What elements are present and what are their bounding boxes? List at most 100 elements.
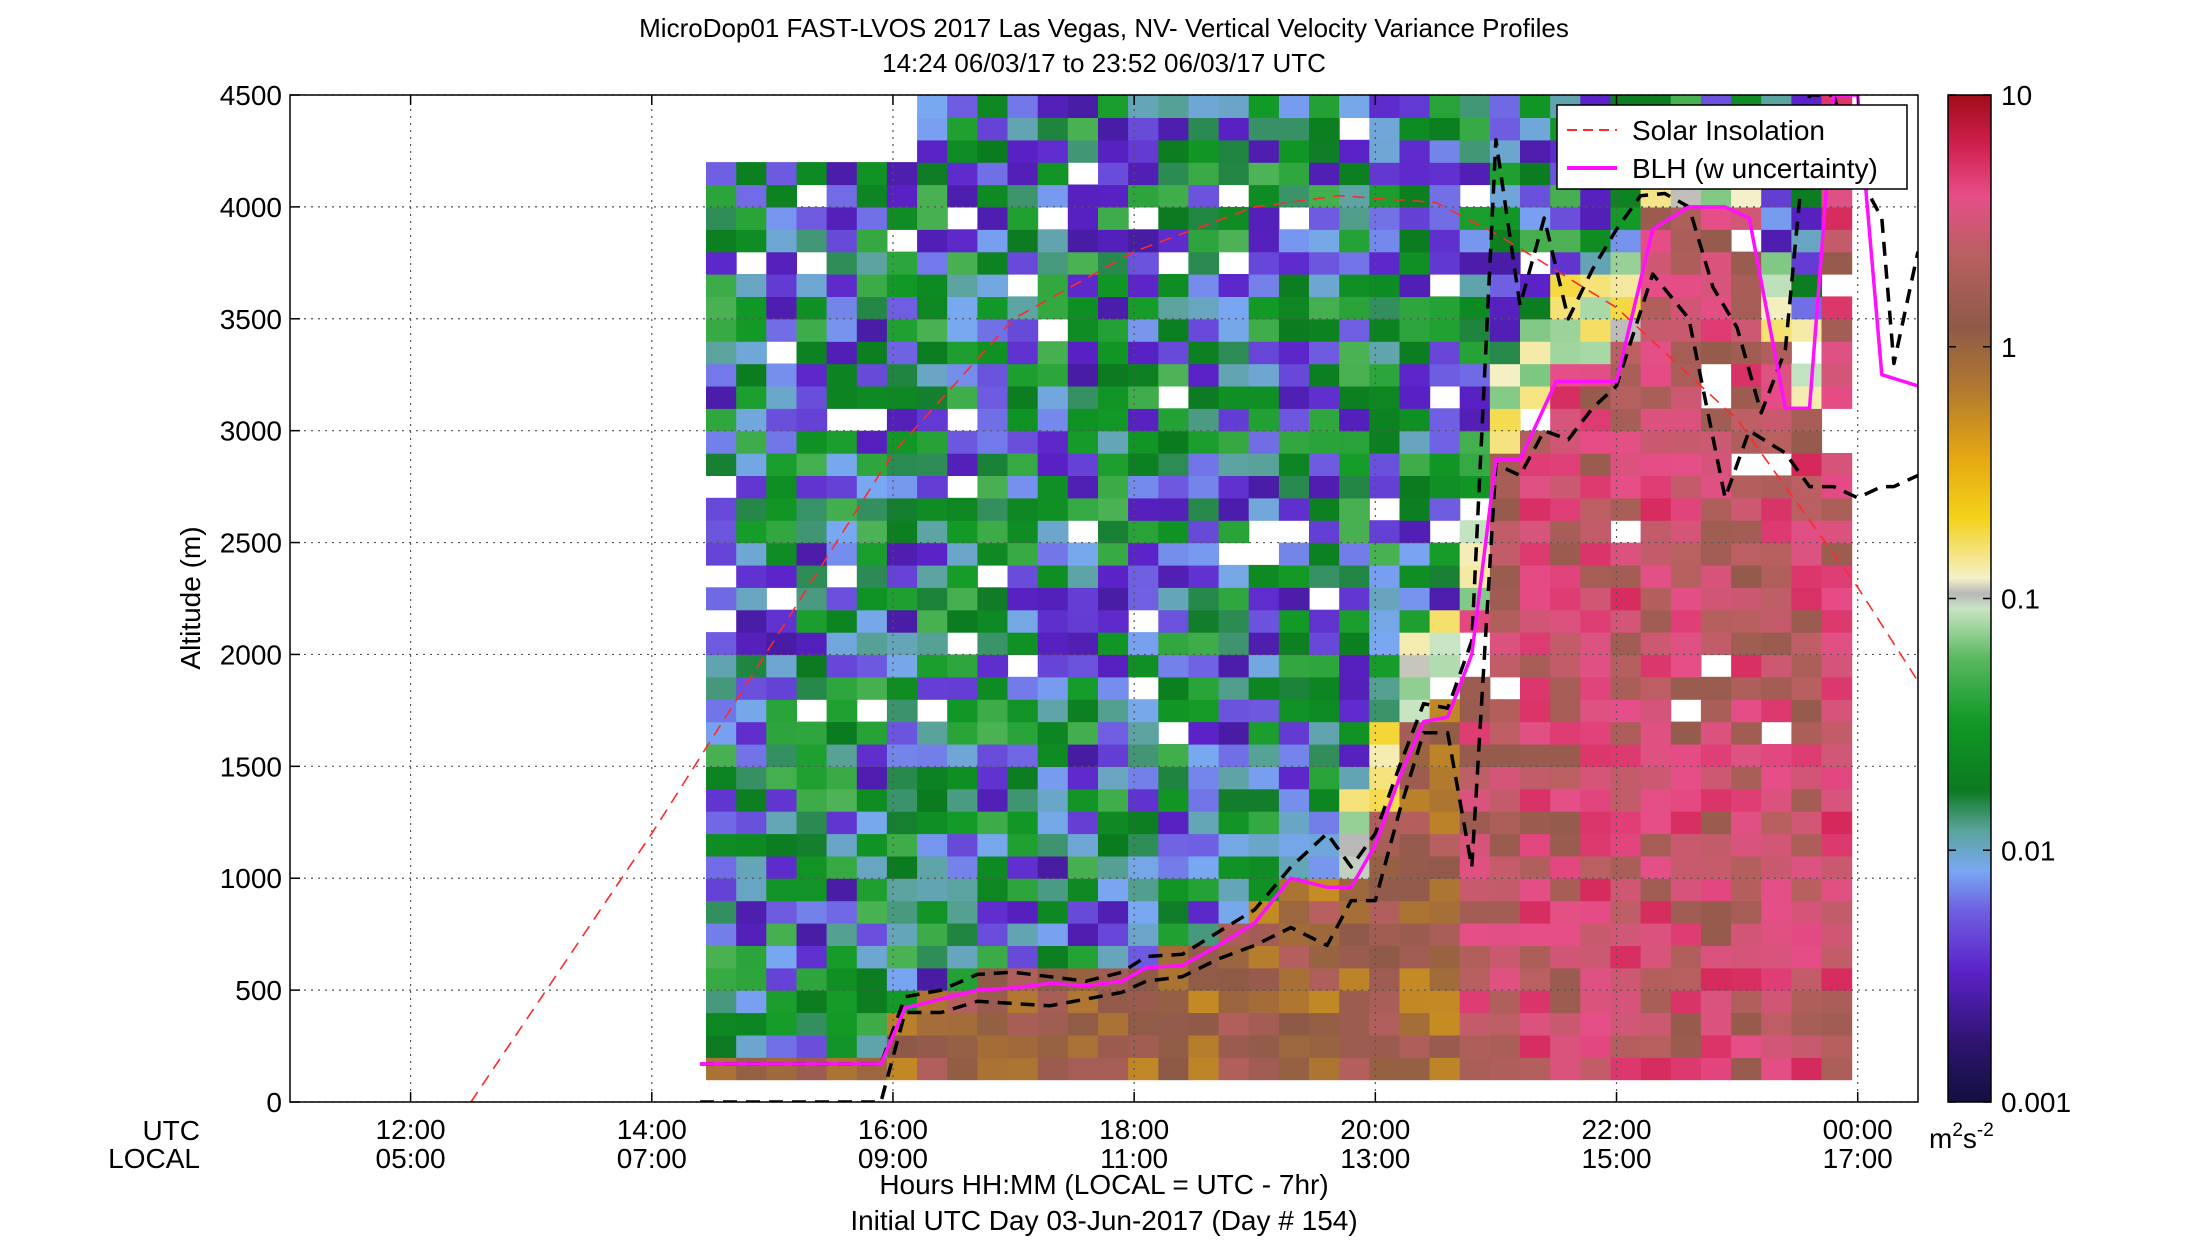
heatmap-cell	[1670, 1012, 1702, 1036]
heatmap-cell	[1248, 721, 1280, 745]
heatmap-cell	[886, 318, 918, 342]
heatmap-cell	[1429, 923, 1461, 946]
heatmap-cell	[1489, 609, 1521, 633]
heatmap-cell	[706, 632, 737, 656]
heatmap-cell	[1248, 654, 1280, 678]
heatmap-cell	[1520, 229, 1551, 253]
heatmap-cell	[796, 229, 828, 253]
heatmap-cell	[1670, 520, 1702, 544]
heatmap-cell	[1007, 206, 1039, 230]
heatmap-cell	[1188, 385, 1220, 409]
heatmap-cell	[826, 654, 858, 678]
heatmap-cell	[1640, 318, 1672, 342]
heatmap-cell	[1188, 744, 1220, 767]
heatmap-cell	[1459, 520, 1491, 544]
heatmap-cell	[856, 520, 888, 544]
heatmap-cell	[1700, 1057, 1732, 1081]
heatmap-cell	[1098, 878, 1129, 902]
heatmap-cell	[1429, 206, 1461, 230]
heatmap-cell	[1309, 542, 1340, 566]
heatmap-cell	[1339, 408, 1370, 432]
heatmap-cell	[1248, 699, 1280, 723]
heatmap-cell	[1429, 162, 1461, 186]
heatmap-cell	[917, 609, 948, 633]
heatmap-cell	[856, 1034, 888, 1058]
heatmap-cell	[736, 721, 767, 745]
heatmap-cell	[706, 766, 737, 790]
heatmap-cell	[1128, 744, 1159, 767]
heatmap-cell	[736, 296, 767, 320]
heatmap-cell	[1550, 318, 1581, 342]
heatmap-cell	[1640, 878, 1672, 902]
heatmap-cell	[1459, 967, 1491, 991]
heatmap-cell	[977, 990, 1009, 1014]
heatmap-cell	[1459, 766, 1491, 790]
heatmap-cell	[1278, 430, 1310, 454]
heatmap-cell	[1580, 654, 1611, 678]
heatmap-cell	[1791, 967, 1823, 991]
heatmap-cell	[917, 721, 948, 745]
heatmap-cell	[1731, 542, 1762, 566]
legend: Solar Insolation BLH (w uncertainty)	[1556, 104, 1908, 190]
heatmap-cell	[1640, 945, 1672, 969]
heatmap-cell	[1459, 139, 1491, 163]
heatmap-cell	[1520, 564, 1551, 588]
heatmap-cell	[706, 520, 737, 544]
heatmap-cell	[917, 542, 948, 566]
heatmap-cell	[1128, 408, 1159, 432]
heatmap-cell	[1731, 699, 1762, 723]
heatmap-cell	[1128, 1034, 1159, 1058]
heatmap-cell	[1278, 475, 1310, 499]
heatmap-cell	[1580, 1012, 1611, 1036]
heatmap-cell	[856, 453, 888, 476]
x-tick-label-utc: 16:00	[858, 1114, 928, 1145]
heatmap-cell	[1399, 654, 1431, 678]
heatmap-cell	[826, 542, 858, 566]
heatmap-cell	[1098, 296, 1129, 320]
heatmap-cell	[1369, 162, 1400, 186]
heatmap-cell	[977, 632, 1009, 656]
heatmap-cell	[886, 274, 918, 297]
heatmap-cell	[1158, 564, 1189, 588]
heatmap-cell	[1399, 766, 1431, 790]
heatmap-cell	[1761, 878, 1792, 902]
heatmap-cell	[1489, 833, 1521, 857]
heatmap-cell	[1580, 453, 1611, 476]
heatmap-cell	[1309, 139, 1340, 163]
heatmap-cell	[1278, 721, 1310, 745]
heatmap-cell	[1429, 855, 1461, 879]
x-tick-label-utc: 14:00	[617, 1114, 687, 1145]
heatmap-cell	[1610, 408, 1642, 432]
heatmap-cell	[856, 654, 888, 678]
heatmap-cell	[1670, 967, 1702, 991]
heatmap-cell	[766, 945, 797, 969]
heatmap-cell	[1098, 184, 1129, 208]
heatmap-cell	[886, 967, 918, 991]
heatmap-cell	[1158, 833, 1189, 857]
heatmap-cell	[1731, 341, 1762, 365]
heatmap-cell	[826, 855, 858, 879]
heatmap-cell	[706, 990, 737, 1014]
heatmap-cell	[706, 923, 737, 946]
heatmap-cell	[1248, 117, 1280, 141]
series-line-solar-insolation	[470, 194, 1918, 1102]
heatmap-cell	[977, 408, 1009, 432]
heatmap-cell	[1640, 341, 1672, 365]
heatmap-cell	[1459, 900, 1491, 924]
heatmap-cell	[736, 990, 767, 1014]
heatmap-cell	[1429, 475, 1461, 499]
heatmap-cell	[1128, 788, 1159, 812]
heatmap-cell	[977, 117, 1009, 141]
heatmap-cell	[1429, 430, 1461, 454]
heatmap-cell	[1459, 251, 1491, 275]
heatmap-cell	[796, 945, 828, 969]
heatmap-cell	[736, 162, 767, 186]
heatmap-cell	[1670, 811, 1702, 835]
heatmap-cell	[1188, 251, 1220, 275]
heatmap-cell	[1399, 430, 1431, 454]
heatmap-cell	[1610, 676, 1642, 700]
heatmap-cell	[1278, 833, 1310, 857]
heatmap-cell	[1520, 632, 1551, 656]
heatmap-cell	[1158, 341, 1189, 365]
heatmap-cell	[736, 632, 767, 656]
